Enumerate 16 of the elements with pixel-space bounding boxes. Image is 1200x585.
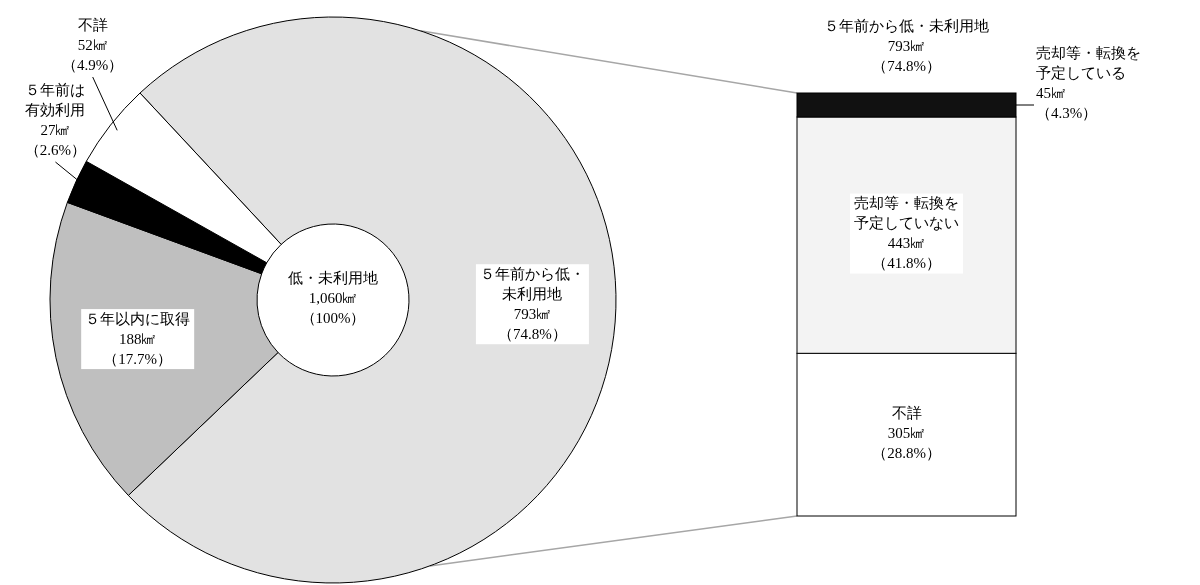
data-label: 52㎢（4.9%） (62, 37, 124, 74)
slice-label: ５年前は有効利用 (25, 82, 86, 119)
slice-label: 不詳 (77, 17, 108, 34)
slice-label: ５年前から低・未利用地 (479, 266, 585, 303)
data-label: 443㎢（41.8%） (872, 235, 941, 272)
series-label: 売却等・転換を予定している (1036, 45, 1141, 82)
chart-title: ５年前から低・未利用地 793㎢（74.8%） (824, 18, 989, 75)
series-label: 売却等・転換を予定していない (854, 195, 959, 232)
text: 低・未利用地1,060㎢（100%） (288, 270, 378, 327)
data-label: 45㎢（4.3%） (1036, 85, 1098, 122)
series-label: 不詳 (891, 405, 922, 422)
data-label: 793㎢（74.8%） (498, 306, 567, 343)
data-label: 305㎢（28.8%） (872, 425, 941, 462)
slice-label: ５年以内に取得 (85, 311, 191, 328)
data-label: 188㎢（17.7%） (103, 331, 173, 368)
data-label: 27㎢（2.6%） (24, 122, 87, 159)
